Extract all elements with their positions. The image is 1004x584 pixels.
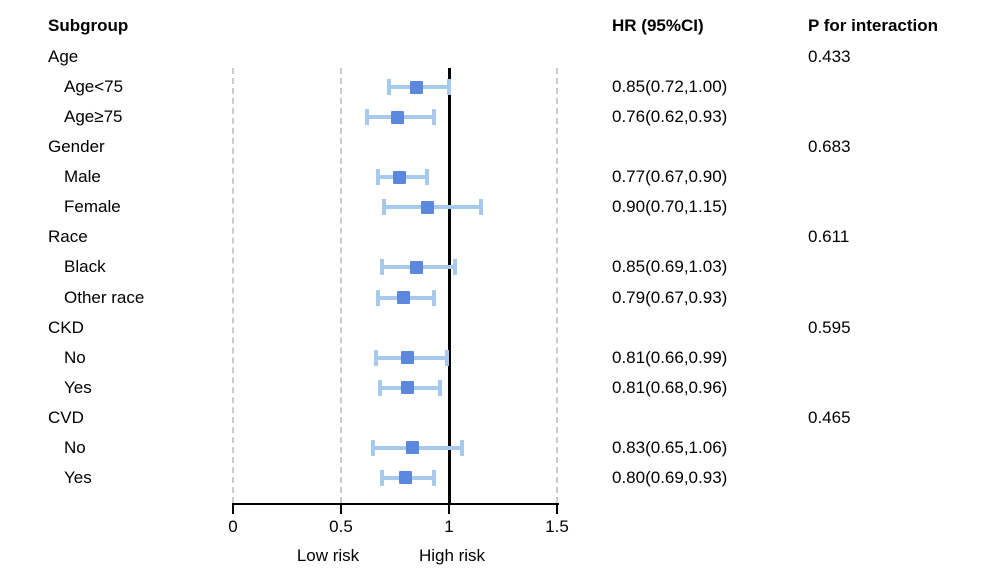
ci-cap-right [431,469,436,486]
subgroup-column-header: Subgroup [48,16,129,35]
hr-point-marker [410,260,424,274]
hr-ci-value: 0.79(0.67,0.93) [612,287,728,307]
ci-cap-right [431,289,436,306]
confidence-interval-bar [380,257,458,277]
ci-cap-right [444,349,449,366]
ci-cap-left [371,439,376,456]
row-label-no: No [64,437,86,457]
x-axis-tick-label-0.5: 0.5 [329,517,353,536]
hr-point-marker [399,471,413,485]
x-axis-tick-0 [232,503,234,514]
hr-point-marker [405,441,419,455]
ci-cap-left [364,109,369,126]
row-label-female: Female [64,197,121,217]
hr-ci-value: 0.85(0.69,1.03) [612,257,728,277]
x-axis-low-risk-label: Low risk [296,546,360,565]
row-label-yes: Yes [64,377,92,397]
ci-cap-left [380,469,385,486]
hr-ci-value: 0.90(0.70,1.15) [612,197,728,217]
ci-cap-left [375,169,380,186]
row-label-race: Race [48,227,88,247]
p-value: 0.683 [808,137,851,157]
hr-point-marker [410,80,424,94]
hr-ci-value: 0.80(0.69,0.93) [612,467,728,487]
x-axis-high-risk-label: High risk [418,546,486,565]
p-value: 0.433 [808,47,851,66]
x-axis-tick-label-0: 0 [228,517,238,536]
row-label-age: Age [48,47,79,66]
ci-cap-right [425,169,430,186]
hr-point-marker [420,200,434,214]
row-label-gender: Gender [48,137,105,157]
hr-column-header: HR (95%CI) [612,16,704,35]
gridline-1.5 [556,68,558,503]
ci-cap-left [377,379,382,396]
hr-ci-value: 0.81(0.66,0.99) [612,347,728,367]
row-label-age-75: Age<75 [64,77,124,97]
hr-point-marker [390,110,404,124]
confidence-interval-bar [375,288,436,308]
hr-point-marker [392,170,406,184]
confidence-interval-bar [373,348,449,368]
ci-cap-right [479,199,484,216]
confidence-interval-bar [364,107,436,127]
ci-cap-left [373,349,378,366]
row-label-cvd: CVD [48,407,84,427]
row-label-ckd: CKD [48,317,84,337]
x-axis-tick-label-1.5: 1.5 [545,517,569,536]
p-value: 0.611 [808,227,850,247]
ci-cap-right [453,259,458,276]
row-label-age-75: Age≥75 [64,107,123,127]
x-axis-tick-0.5 [340,503,342,514]
gridline-0 [232,68,234,503]
row-label-black: Black [64,257,106,277]
hr-ci-value: 0.81(0.68,0.96) [612,377,728,397]
row-label-male: Male [64,167,101,187]
confidence-interval-bar [380,468,436,488]
ci-cap-right [446,79,451,96]
confidence-interval-bar [386,77,451,97]
ci-cap-left [382,199,387,216]
row-label-other-race: Other race [64,287,145,307]
x-axis-line [233,503,559,505]
gridline-0.5 [340,68,342,503]
x-axis-tick-1 [448,503,450,514]
x-axis-tick-label-1: 1 [444,517,454,536]
ci-cap-right [431,109,436,126]
row-label-yes: Yes [64,467,92,487]
ci-cap-left [375,289,380,306]
confidence-interval-bar [382,197,484,217]
p-value: 0.595 [808,317,851,337]
confidence-interval-bar [377,378,443,398]
p-value: 0.465 [808,407,851,427]
x-axis-tick-1.5 [556,503,558,514]
reference-line [447,68,451,503]
ci-cap-left [380,259,385,276]
hr-ci-value: 0.77(0.67,0.90) [612,167,728,187]
ci-cap-right [438,379,443,396]
ci-cap-left [386,79,391,96]
ci-cap-right [459,439,464,456]
hr-ci-value: 0.85(0.72,1.00) [612,77,728,97]
hr-point-marker [401,381,415,395]
hr-point-marker [401,351,415,365]
confidence-interval-bar [371,438,464,458]
hr-ci-value: 0.76(0.62,0.93) [612,107,728,127]
confidence-interval-bar [375,167,430,187]
p-interaction-column-header: P for interaction [808,16,939,35]
row-label-no: No [64,347,86,367]
hr-ci-value: 0.83(0.65,1.06) [612,437,728,457]
hr-point-marker [397,291,411,305]
